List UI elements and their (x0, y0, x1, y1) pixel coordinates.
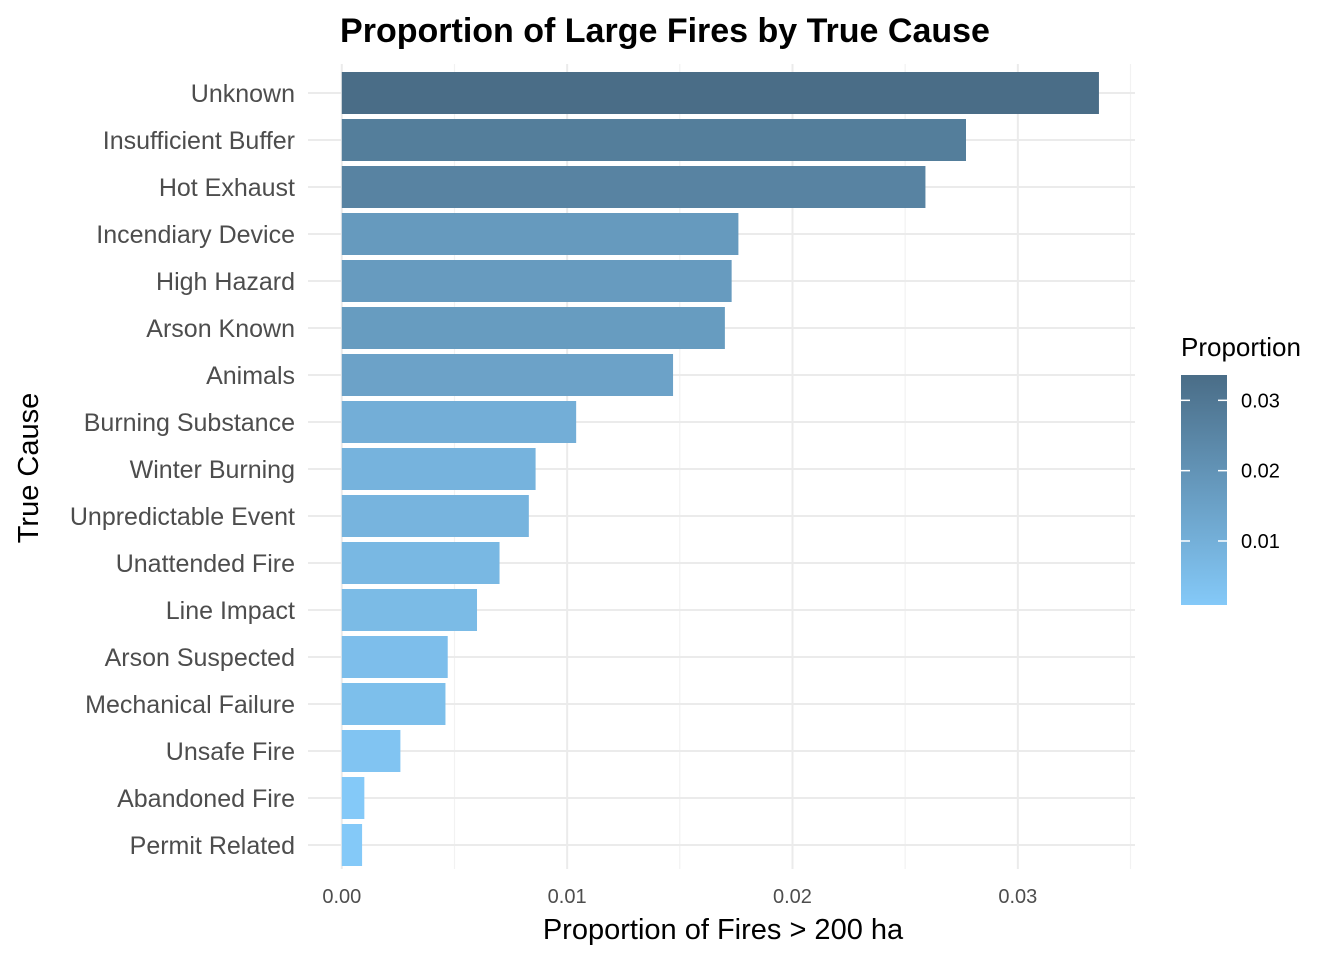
x-axis-tick-labels: 0.00 0.01 0.02 0.03 (322, 886, 1037, 908)
bar (341, 354, 674, 396)
y-category-label: Arson Suspected (105, 644, 295, 672)
y-category-label: Mechanical Failure (85, 691, 295, 719)
x-tick-label: 0.01 (548, 886, 587, 908)
bar (341, 589, 478, 631)
color-legend: Proportion 0.01 0.02 0.03 (1181, 332, 1301, 605)
y-category-label: High Hazard (156, 268, 295, 296)
legend-ticks: 0.01 0.02 0.03 (1181, 390, 1280, 553)
bar (341, 730, 401, 772)
bar (341, 448, 536, 490)
y-category-label: Permit Related (130, 832, 295, 860)
y-category-label: Unknown (191, 80, 295, 108)
y-category-label: Unattended Fire (116, 550, 295, 578)
bar (341, 542, 500, 584)
bar (341, 119, 966, 161)
legend-tick-label: 0.01 (1241, 531, 1280, 553)
x-tick-label: 0.02 (773, 886, 812, 908)
bar (341, 824, 363, 866)
bar (341, 307, 725, 349)
bar (341, 495, 529, 537)
bar (341, 260, 732, 302)
y-category-label: Hot Exhaust (159, 174, 295, 202)
x-tick-label: 0.00 (322, 886, 361, 908)
bar (341, 636, 448, 678)
bar (341, 777, 365, 819)
bars (341, 72, 1099, 866)
chart-title: Proportion of Large Fires by True Cause (340, 12, 990, 50)
y-category-label: Unpredictable Event (70, 503, 295, 531)
y-category-label: Animals (206, 362, 295, 390)
bar (341, 683, 446, 725)
y-category-label: Winter Burning (130, 456, 295, 484)
y-category-label: Unsafe Fire (166, 738, 295, 766)
bar (341, 213, 739, 255)
legend-tick-label: 0.03 (1241, 390, 1280, 412)
y-category-label: Burning Substance (84, 409, 295, 437)
bar (341, 166, 926, 208)
y-axis-title: True Cause (13, 393, 45, 543)
legend-title: Proportion (1181, 332, 1301, 362)
y-category-label: Abandoned Fire (117, 785, 295, 813)
x-tick-label: 0.03 (998, 886, 1037, 908)
y-category-label: Incendiary Device (96, 221, 295, 249)
x-axis-title: Proportion of Fires > 200 ha (543, 914, 904, 946)
y-category-label: Line Impact (166, 597, 295, 625)
bar (341, 72, 1099, 114)
legend-color-bar (1181, 375, 1227, 605)
y-axis-labels: Unknown Insufficient Buffer Hot Exhaust Inc… (70, 80, 295, 860)
y-category-label: Arson Known (146, 315, 295, 343)
y-category-label: Insufficient Buffer (103, 127, 295, 155)
bar (341, 401, 577, 443)
legend-tick-label: 0.02 (1241, 461, 1280, 483)
